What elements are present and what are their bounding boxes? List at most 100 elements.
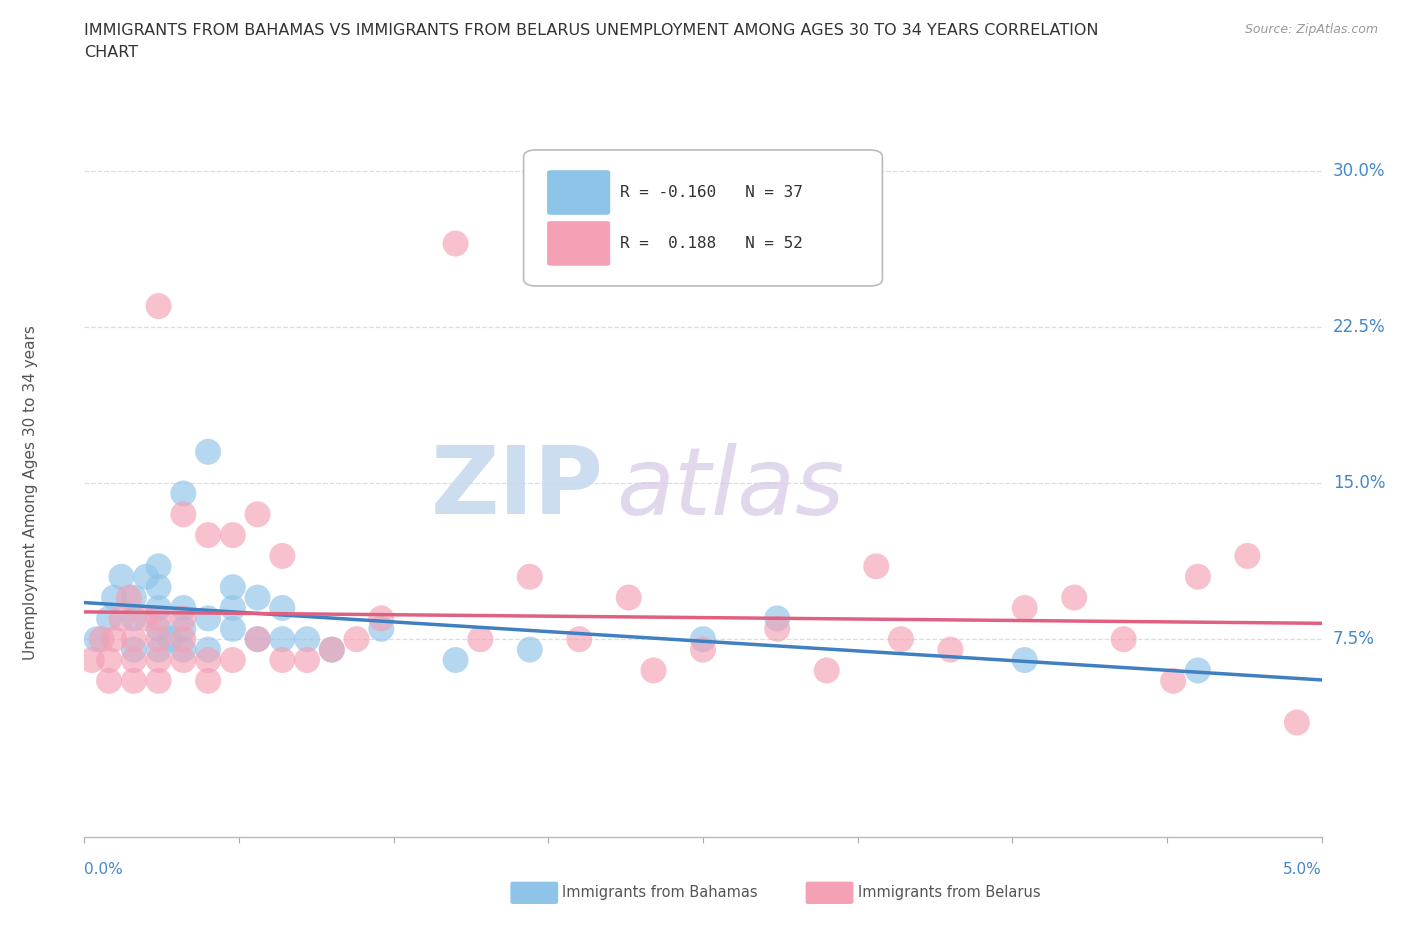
Point bbox=[1063, 591, 1085, 605]
Text: Immigrants from Bahamas: Immigrants from Bahamas bbox=[562, 885, 758, 900]
Text: 30.0%: 30.0% bbox=[1333, 162, 1385, 179]
Text: Source: ZipAtlas.com: Source: ZipAtlas.com bbox=[1244, 23, 1378, 36]
Point bbox=[321, 643, 343, 658]
Point bbox=[1236, 549, 1258, 564]
Point bbox=[122, 611, 145, 626]
Point bbox=[865, 559, 887, 574]
Point bbox=[222, 621, 245, 636]
FancyBboxPatch shape bbox=[547, 221, 610, 266]
Point bbox=[643, 663, 665, 678]
Text: 15.0%: 15.0% bbox=[1333, 474, 1385, 492]
Point bbox=[568, 631, 591, 646]
Point bbox=[1161, 673, 1184, 688]
Point bbox=[470, 631, 492, 646]
Point bbox=[890, 631, 912, 646]
Point bbox=[160, 631, 183, 646]
Point bbox=[172, 601, 194, 616]
FancyBboxPatch shape bbox=[547, 170, 610, 215]
Point bbox=[90, 631, 112, 646]
Text: 22.5%: 22.5% bbox=[1333, 318, 1385, 336]
Point bbox=[197, 445, 219, 459]
Text: R = -0.160   N = 37: R = -0.160 N = 37 bbox=[620, 185, 803, 200]
Point bbox=[222, 579, 245, 594]
Point bbox=[295, 653, 318, 668]
Point bbox=[110, 569, 132, 584]
Point bbox=[80, 653, 103, 668]
Point bbox=[148, 653, 170, 668]
Point bbox=[370, 611, 392, 626]
Point bbox=[295, 631, 318, 646]
Point bbox=[172, 611, 194, 626]
Point bbox=[103, 631, 125, 646]
Point bbox=[1112, 631, 1135, 646]
Text: 7.5%: 7.5% bbox=[1333, 631, 1375, 648]
Point bbox=[103, 591, 125, 605]
Point bbox=[118, 591, 141, 605]
Point bbox=[692, 631, 714, 646]
Point bbox=[1187, 569, 1209, 584]
Point bbox=[222, 653, 245, 668]
Point bbox=[122, 591, 145, 605]
Point bbox=[444, 236, 467, 251]
Text: ZIP: ZIP bbox=[432, 443, 605, 534]
Point bbox=[148, 611, 170, 626]
Point bbox=[271, 601, 294, 616]
Point bbox=[172, 507, 194, 522]
Point bbox=[197, 527, 219, 542]
Point bbox=[148, 631, 170, 646]
Point bbox=[1014, 601, 1036, 616]
Point bbox=[222, 601, 245, 616]
Point bbox=[86, 631, 108, 646]
Point bbox=[197, 673, 219, 688]
Point bbox=[197, 653, 219, 668]
Point bbox=[98, 611, 121, 626]
Point bbox=[197, 611, 219, 626]
Point bbox=[519, 643, 541, 658]
Text: Unemployment Among Ages 30 to 34 years: Unemployment Among Ages 30 to 34 years bbox=[24, 326, 38, 660]
Point bbox=[444, 653, 467, 668]
Point bbox=[1285, 715, 1308, 730]
Text: 0.0%: 0.0% bbox=[84, 862, 124, 877]
Point bbox=[122, 631, 145, 646]
Point bbox=[246, 631, 269, 646]
Point bbox=[246, 631, 269, 646]
Point bbox=[172, 621, 194, 636]
Point bbox=[370, 621, 392, 636]
Point bbox=[98, 653, 121, 668]
FancyBboxPatch shape bbox=[523, 150, 883, 286]
Point bbox=[172, 631, 194, 646]
Point bbox=[122, 643, 145, 658]
Point bbox=[197, 643, 219, 658]
Point bbox=[148, 643, 170, 658]
Point bbox=[692, 643, 714, 658]
Point bbox=[766, 621, 789, 636]
Text: CHART: CHART bbox=[84, 45, 138, 60]
Point bbox=[135, 569, 157, 584]
Point bbox=[271, 549, 294, 564]
Point bbox=[148, 621, 170, 636]
Point bbox=[172, 643, 194, 658]
Text: R =  0.188   N = 52: R = 0.188 N = 52 bbox=[620, 236, 803, 251]
Point bbox=[122, 653, 145, 668]
Point bbox=[519, 569, 541, 584]
Point bbox=[122, 673, 145, 688]
Text: 5.0%: 5.0% bbox=[1282, 862, 1322, 877]
Point bbox=[110, 611, 132, 626]
Point bbox=[222, 527, 245, 542]
Point bbox=[135, 611, 157, 626]
Point bbox=[1187, 663, 1209, 678]
Point bbox=[939, 643, 962, 658]
Point bbox=[98, 673, 121, 688]
Point bbox=[815, 663, 838, 678]
Point bbox=[172, 486, 194, 501]
Point bbox=[148, 601, 170, 616]
Point bbox=[246, 507, 269, 522]
Point bbox=[148, 673, 170, 688]
Point bbox=[766, 611, 789, 626]
Point bbox=[172, 653, 194, 668]
Point bbox=[271, 653, 294, 668]
Point bbox=[1014, 653, 1036, 668]
Point bbox=[148, 559, 170, 574]
Point bbox=[321, 643, 343, 658]
Point bbox=[148, 579, 170, 594]
